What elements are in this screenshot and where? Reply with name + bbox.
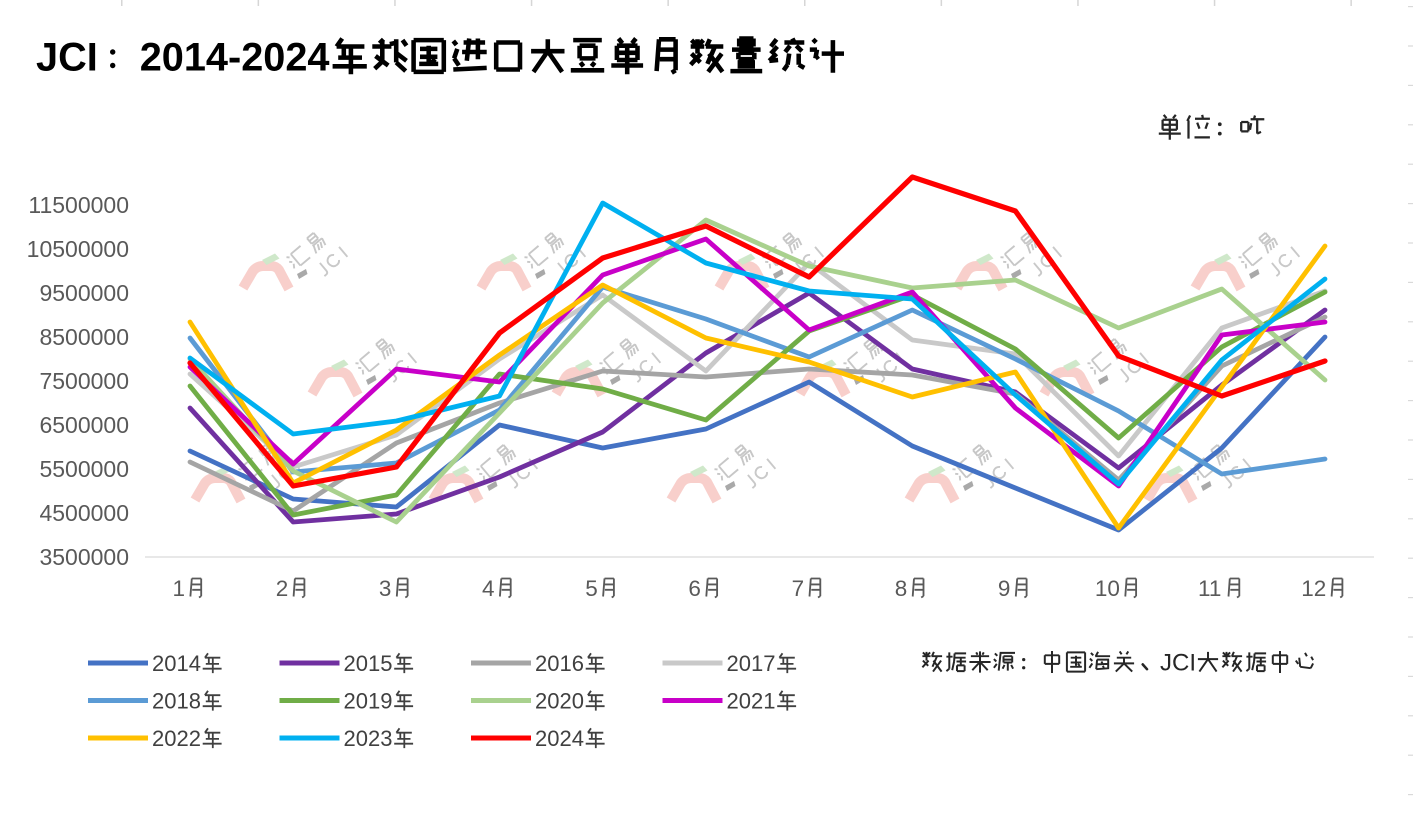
svg-text:7500000: 7500000 <box>39 368 129 394</box>
svg-text:2019: 2019 <box>344 688 393 713</box>
svg-text:2018: 2018 <box>152 688 201 713</box>
svg-text:6: 6 <box>688 576 701 601</box>
svg-text:7: 7 <box>792 576 805 601</box>
svg-text:4: 4 <box>482 576 495 601</box>
svg-text:8: 8 <box>895 576 908 601</box>
svg-text:11500000: 11500000 <box>28 192 129 218</box>
svg-text:8500000: 8500000 <box>39 324 129 350</box>
svg-text:9500000: 9500000 <box>39 280 129 306</box>
svg-text:2014-2024: 2014-2024 <box>140 35 330 79</box>
svg-text:2016: 2016 <box>535 651 584 676</box>
svg-text:5: 5 <box>585 576 598 601</box>
svg-text:11: 11 <box>1198 576 1221 601</box>
svg-text:10: 10 <box>1095 576 1120 601</box>
svg-text:4500000: 4500000 <box>39 500 129 526</box>
svg-text:2014: 2014 <box>152 651 201 676</box>
svg-text:2024: 2024 <box>535 726 584 751</box>
svg-text:3500000: 3500000 <box>39 544 129 570</box>
svg-text:10500000: 10500000 <box>27 236 129 262</box>
svg-text:6500000: 6500000 <box>39 412 129 438</box>
svg-text:3: 3 <box>379 576 392 601</box>
svg-text:2023: 2023 <box>344 726 393 751</box>
svg-text:JCI: JCI <box>1160 650 1196 677</box>
svg-text:2020: 2020 <box>535 688 584 713</box>
svg-text:2021: 2021 <box>727 688 776 713</box>
svg-text:1: 1 <box>173 576 186 601</box>
svg-text:2022: 2022 <box>152 726 201 751</box>
svg-text:5500000: 5500000 <box>39 456 129 482</box>
svg-text:9: 9 <box>998 576 1011 601</box>
svg-text:2015: 2015 <box>344 651 393 676</box>
svg-text:JCI: JCI <box>36 35 98 79</box>
svg-text:2: 2 <box>276 576 289 601</box>
svg-text:2017: 2017 <box>727 651 776 676</box>
svg-text:12: 12 <box>1301 576 1326 601</box>
